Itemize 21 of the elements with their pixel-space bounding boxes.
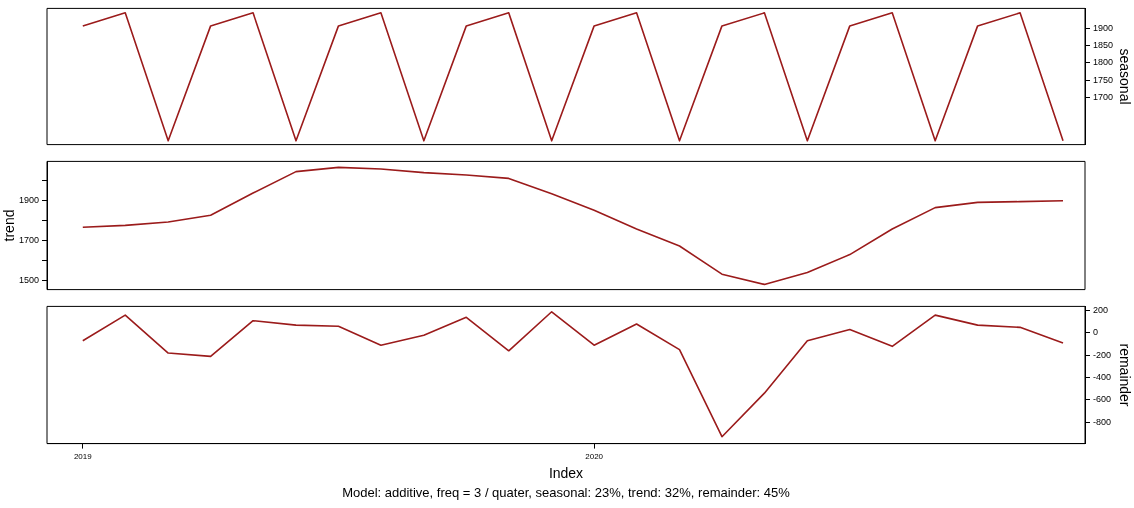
y-tick-label: 1900: [18, 194, 39, 205]
y2-tick-label: 1850: [1093, 40, 1114, 51]
y2-tick-label: 1750: [1093, 74, 1114, 85]
y2-tick-label: -800: [1093, 416, 1112, 427]
y2-tick-label: -400: [1093, 372, 1112, 383]
y2-tick-label: -600: [1093, 394, 1112, 405]
y-axis-title: trend: [1, 209, 18, 242]
x-tick-label: 2019: [73, 451, 93, 461]
y2-tick-label: 1900: [1093, 23, 1114, 34]
y-tick-label: 1700: [18, 234, 39, 245]
x-axis-title: Index: [548, 465, 584, 482]
y2-tick-label: 1800: [1093, 57, 1114, 68]
y2-axis-title: seasonal: [1116, 48, 1133, 105]
y2-tick-label: 1700: [1093, 91, 1114, 102]
x-tick-label: 2020: [585, 451, 604, 461]
y2-axis-title: remainder: [1116, 343, 1133, 407]
y-tick-label: 1500: [18, 274, 39, 285]
text: Model: additive, freq = 3 / quater, seasonal: 23%, trend: 32%, remainder: 45%: [341, 485, 791, 500]
y2-tick-label: 200: [1093, 305, 1109, 316]
y2-tick-label: -200: [1093, 349, 1112, 360]
y2-tick-label: 0: [1093, 327, 1099, 338]
